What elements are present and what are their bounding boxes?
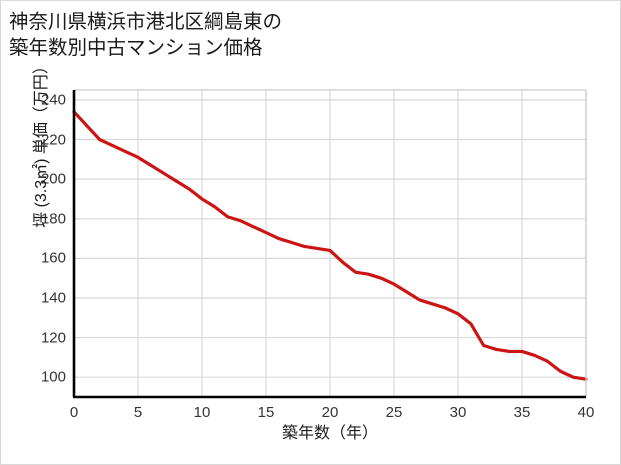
x-tick-label: 25: [385, 404, 403, 421]
y-tick-label: 180: [40, 210, 66, 228]
y-axis-label: 坪 (3.3㎡) 単価（万円）: [33, 58, 50, 228]
y-tick-label: 160: [40, 249, 66, 267]
chart-title: 神奈川県横浜市港北区綱島東の 築年数別中古マンション価格: [9, 11, 283, 60]
x-tick-label: 20: [321, 404, 339, 421]
data-series-lines: [72, 110, 588, 381]
x-tick-label: 5: [133, 404, 143, 421]
y-tick-label: 200: [40, 170, 66, 188]
x-tick-label: 10: [193, 404, 211, 421]
x-axis-label: 築年数（年）: [281, 425, 378, 442]
x-tick-label: 40: [577, 404, 595, 421]
x-tick-label: 0: [69, 404, 79, 421]
y-tick-label: 240: [40, 91, 66, 109]
y-tick-label: 100: [40, 368, 66, 386]
y-tick-label: 140: [40, 289, 66, 307]
x-tick-label: 30: [449, 404, 467, 421]
x-tick-label: 35: [513, 404, 531, 421]
axis-spines: [72, 89, 587, 399]
y-tick-label: 120: [40, 329, 66, 347]
grid-lines: [74, 90, 587, 397]
data-line-坪単価: [72, 110, 588, 381]
x-tick-label: 15: [257, 404, 275, 421]
y-tick-label: 220: [40, 131, 66, 149]
